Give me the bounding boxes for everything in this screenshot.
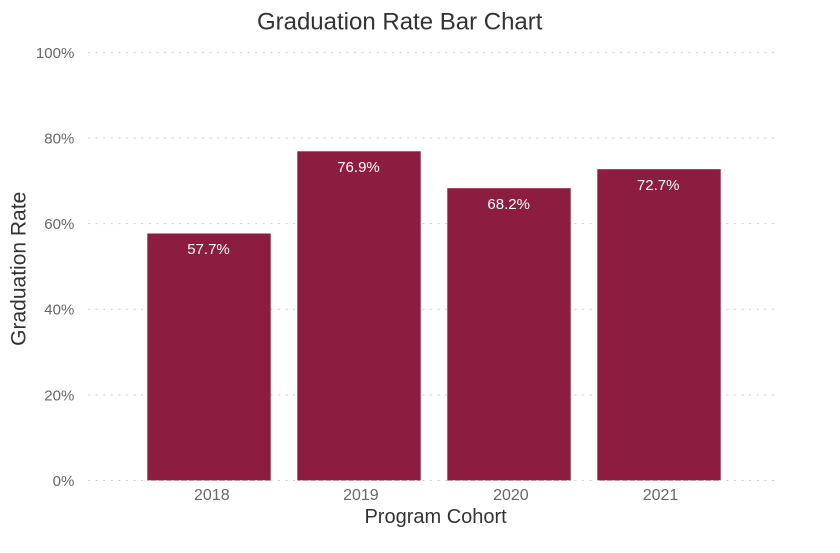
svg-text:40%: 40% [44,302,74,319]
svg-text:2020: 2020 [493,487,529,504]
svg-text:80%: 80% [44,131,74,148]
svg-text:2019: 2019 [343,487,379,504]
svg-text:100%: 100% [36,45,74,62]
svg-text:2021: 2021 [643,487,679,504]
svg-text:0%: 0% [53,473,75,490]
svg-text:57.7%: 57.7% [187,241,230,258]
svg-text:Graduation Rate Bar Chart: Graduation Rate Bar Chart [257,9,543,36]
svg-text:72.7%: 72.7% [637,177,680,194]
svg-text:60%: 60% [44,216,74,233]
svg-text:68.2%: 68.2% [487,196,530,213]
svg-text:Program Cohort: Program Cohort [364,506,507,528]
svg-text:76.9%: 76.9% [337,159,380,176]
svg-text:20%: 20% [44,387,74,404]
svg-text:2018: 2018 [194,487,230,504]
svg-text:Graduation Rate: Graduation Rate [7,192,30,346]
